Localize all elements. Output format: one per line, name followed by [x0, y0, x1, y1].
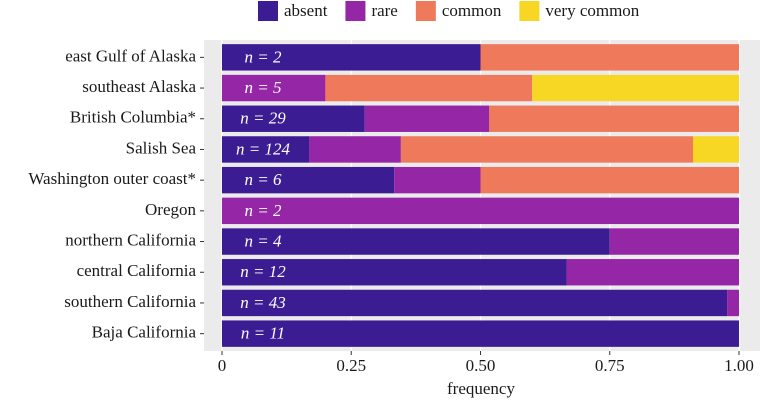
y-tick-label: Oregon [145, 200, 196, 219]
bar-annotation: n = 29 [240, 109, 286, 128]
y-tick-label: east Gulf of Alaska [65, 46, 196, 65]
bar-segment [325, 74, 533, 102]
x-axis-title: frequency [447, 379, 515, 398]
bar-annotation: n = 5 [245, 78, 282, 97]
legend-label: very common [545, 1, 639, 20]
legend-swatch [415, 1, 436, 21]
x-tick-label: 0.50 [466, 356, 496, 375]
bar-annotation: n = 43 [240, 293, 285, 312]
y-tick-label: northern California [65, 230, 196, 249]
bar-segment [309, 136, 401, 163]
x-tick-label: 0.25 [336, 356, 366, 375]
bar-segment [692, 136, 739, 163]
bar-annotation: n = 11 [241, 324, 285, 343]
bar-segment [364, 105, 490, 132]
legend-label: absent [284, 1, 328, 20]
bar-segment [222, 136, 310, 163]
bar-segment [222, 166, 395, 194]
bar-segment [532, 74, 739, 102]
bar-segment [400, 136, 693, 163]
bar-annotation: n = 12 [240, 262, 286, 281]
bar-segment [222, 320, 739, 347]
bar-segment [727, 289, 739, 317]
y-tick-label: Baja California [92, 323, 197, 342]
bar-segment [222, 197, 739, 225]
bar-annotation: n = 2 [245, 47, 282, 66]
legend-label: common [442, 1, 502, 20]
y-tick-label: central California [77, 261, 197, 280]
bar-segment [222, 289, 728, 317]
bar-segment [480, 44, 739, 71]
bar-segment [222, 44, 481, 71]
y-tick-label: southern California [64, 292, 196, 311]
bar-annotation: n = 124 [236, 139, 290, 158]
y-tick-label: Salish Sea [126, 138, 197, 157]
bar-segment [222, 259, 567, 286]
bar-segment [566, 259, 739, 286]
bar-segment [222, 105, 365, 132]
x-tick-label: 0 [218, 356, 227, 375]
x-tick-label: 0.75 [595, 356, 625, 375]
bar-annotation: n = 4 [245, 231, 282, 250]
y-tick-label: southeast Alaska [82, 77, 196, 96]
bar-segment [222, 228, 610, 255]
bar-segment [394, 166, 481, 194]
bar-segment [609, 228, 739, 255]
bar-segment [489, 105, 739, 132]
y-tick-label: British Columbia* [70, 108, 196, 127]
bar-annotation: n = 2 [245, 201, 282, 220]
bar-annotation: n = 6 [245, 170, 282, 189]
legend-swatch [519, 1, 540, 21]
y-tick-label: Washington outer coast* [28, 169, 196, 188]
legend-swatch [345, 1, 366, 21]
legend-swatch [258, 1, 278, 21]
legend-label: rare [371, 1, 397, 20]
bar-segment [480, 166, 739, 194]
bar-segment [222, 74, 326, 102]
x-tick-label: 1.00 [724, 356, 754, 375]
